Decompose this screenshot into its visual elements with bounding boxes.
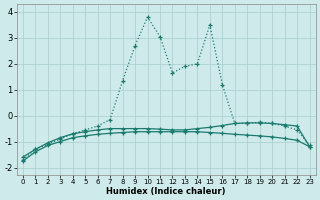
X-axis label: Humidex (Indice chaleur): Humidex (Indice chaleur) <box>107 187 226 196</box>
